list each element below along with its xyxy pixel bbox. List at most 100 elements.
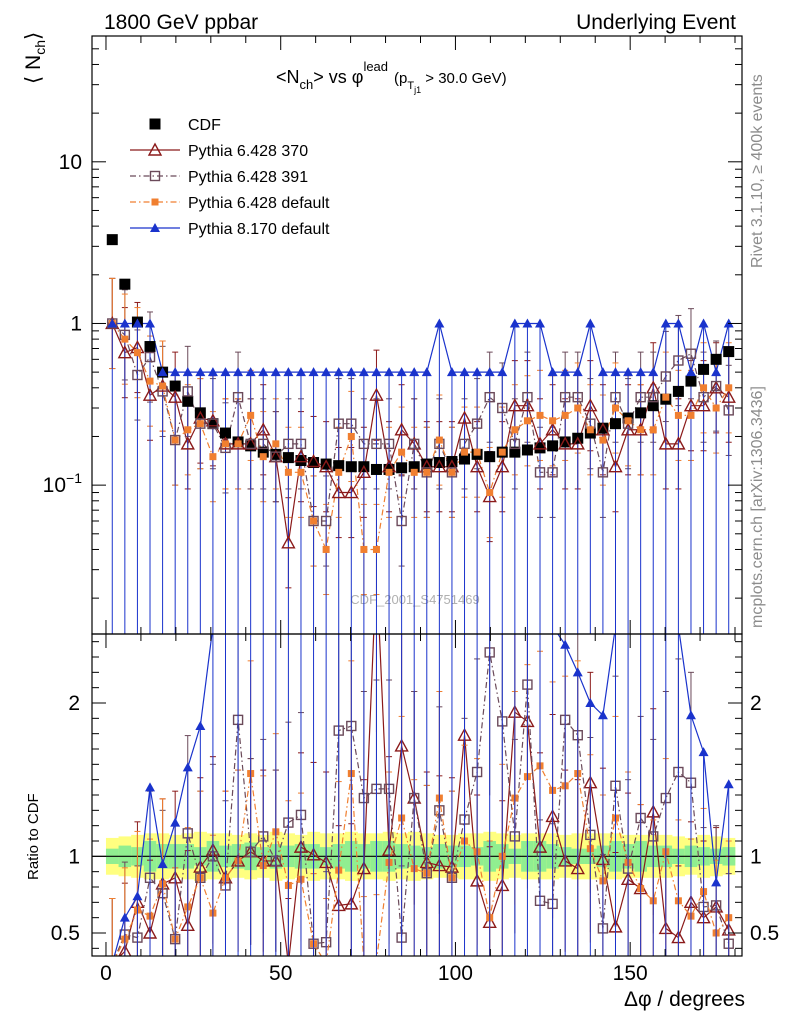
data-point-pythia-6-428-default (649, 426, 657, 434)
data-point-cdf (295, 455, 307, 467)
data-point-pythia-6-428-370 (620, 422, 636, 436)
data-point-pythia-6-428-370 (369, 387, 384, 401)
data-point-pythia-6-428-default (247, 411, 255, 419)
ratio-point-pythia-8-170-default (711, 877, 722, 887)
data-point-pythia-6-428-391 (597, 467, 609, 478)
data-point-pythia-8-170-default (673, 318, 684, 328)
title-b-sup: lead (363, 59, 388, 74)
data-point-pythia-8-170-default (585, 318, 596, 328)
data-point-pythia-6-428-391 (471, 418, 483, 429)
top-panel-data (105, 234, 736, 634)
data-point-pythia-8-170-default (333, 367, 344, 377)
data-point-pythia-8-170-default (220, 367, 231, 377)
data-point-cdf (320, 458, 332, 470)
data-point-pythia-8-170-default (560, 367, 571, 377)
ratio-line-pythia-8-170-default (113, 634, 730, 956)
top-y-tick-label: 10 (59, 151, 82, 174)
ratio-point-pythia-8-170-default (585, 698, 596, 707)
data-point-pythia-6-428-default (133, 349, 141, 357)
data-point-cdf (521, 444, 533, 456)
ratio-point-pythia-8-170-default (157, 859, 168, 868)
title-c: (p (394, 70, 407, 87)
data-point-cdf (559, 436, 571, 448)
ratio-point-pythia-6-428-default (323, 960, 330, 967)
legend-marker-pythia-6-428-391 (149, 170, 161, 182)
data-point-pythia-6-428-default (712, 404, 720, 412)
data-point-pythia-6-428-default (196, 420, 204, 428)
data-point-pythia-8-170-default (497, 367, 508, 377)
data-point-pythia-8-170-default (509, 318, 520, 328)
title-a-sub: ch (300, 77, 314, 92)
data-point-pythia-6-428-default (523, 417, 531, 425)
ratio-panel-data (109, 634, 736, 967)
data-point-pythia-6-428-370 (683, 398, 699, 412)
ratio-y-tick-label: 0.5 (51, 922, 80, 945)
ratio-point-pythia-8-170-default (685, 710, 696, 720)
data-point-pythia-6-428-391 (484, 391, 495, 403)
data-point-pythia-6-428-391 (522, 391, 533, 403)
data-point-pythia-6-428-default (347, 432, 355, 440)
data-point-pythia-6-428-370 (696, 398, 711, 412)
data-point-pythia-6-428-default (297, 468, 305, 476)
data-point-pythia-6-428-default (498, 448, 506, 456)
data-point-pythia-6-428-default (435, 436, 443, 444)
title-a: <N (276, 67, 300, 87)
data-point-pythia-8-170-default (434, 318, 445, 328)
data-point-cdf (333, 460, 345, 472)
legend-marker-pythia-8-170-default (150, 223, 160, 232)
data-point-pythia-8-170-default (157, 367, 168, 377)
data-point-pythia-6-428-default (322, 545, 330, 553)
data-point-pythia-6-428-default (599, 436, 607, 444)
data-point-pythia-6-428-391 (648, 391, 659, 403)
data-point-pythia-6-428-370 (545, 422, 560, 436)
data-point-pythia-8-170-default (107, 318, 118, 328)
data-point-pythia-6-428-391 (610, 391, 621, 403)
data-point-pythia-8-170-default (446, 367, 457, 377)
legend-marker-cdf (149, 118, 161, 130)
data-point-pythia-8-170-default (610, 367, 621, 377)
data-point-pythia-6-428-default (284, 468, 292, 476)
data-point-cdf (723, 346, 735, 358)
top-ylabel-sub: ch (32, 40, 48, 55)
data-point-pythia-6-428-370 (180, 436, 195, 450)
data-point-pythia-6-428-default (184, 426, 192, 434)
ratio-point-pythia-8-170-default (132, 891, 143, 901)
data-point-pythia-6-428-391 (295, 438, 307, 450)
top-ylabel: ⟨ Nch⟩ (22, 32, 48, 84)
data-point-pythia-6-428-391 (308, 515, 319, 527)
data-point-pythia-6-428-default (423, 468, 431, 476)
data-point-cdf (282, 452, 294, 464)
title-c-sub: T (407, 80, 414, 92)
data-point-pythia-6-428-391 (459, 438, 470, 450)
data-point-pythia-8-170-default (283, 367, 294, 377)
data-point-pythia-6-428-391 (270, 451, 282, 462)
data-point-pythia-8-170-default (535, 318, 546, 328)
title-d: > 30.0 GeV) (421, 70, 506, 87)
data-point-pythia-6-428-default (511, 426, 519, 434)
data-point-pythia-6-428-370 (482, 489, 497, 503)
ratio-point-pythia-8-170-default (170, 817, 181, 827)
ratio-point-pythia-8-170-default (195, 721, 206, 730)
data-point-pythia-8-170-default (170, 367, 181, 377)
data-point-pythia-6-428-default (372, 545, 380, 553)
data-point-pythia-6-428-370 (167, 389, 183, 403)
data-point-pythia-6-428-default (121, 335, 129, 343)
data-point-cdf (396, 462, 408, 474)
data-point-pythia-8-170-default (384, 367, 395, 377)
data-point-pythia-6-428-391 (509, 438, 521, 450)
data-point-pythia-6-428-370 (142, 387, 158, 401)
data-point-cdf (698, 363, 710, 375)
data-point-pythia-6-428-default (310, 517, 318, 525)
x-tick-label: 0 (100, 962, 112, 985)
data-point-pythia-8-170-default (119, 318, 130, 328)
data-point-cdf (685, 375, 697, 387)
data-point-cdf (710, 353, 722, 365)
data-point-pythia-6-428-default (486, 489, 494, 497)
data-point-pythia-6-428-370 (721, 389, 736, 403)
data-point-pythia-8-170-default (258, 367, 269, 377)
data-point-pythia-6-428-default (448, 468, 456, 476)
data-point-cdf (647, 400, 659, 412)
data-point-cdf (421, 458, 433, 470)
